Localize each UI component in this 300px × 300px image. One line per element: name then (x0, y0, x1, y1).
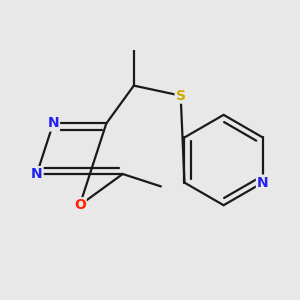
Text: N: N (257, 176, 268, 190)
Text: S: S (176, 88, 186, 103)
Text: N: N (31, 167, 43, 181)
Text: O: O (74, 198, 86, 212)
Text: N: N (47, 116, 59, 130)
